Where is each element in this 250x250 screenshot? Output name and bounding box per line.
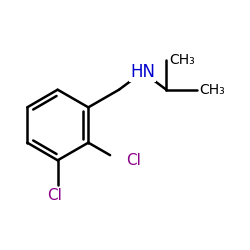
Text: CH₃: CH₃	[169, 53, 195, 67]
Text: Cl: Cl	[126, 153, 141, 168]
Text: Cl: Cl	[48, 188, 62, 203]
Text: CH₃: CH₃	[200, 83, 226, 97]
Text: HN: HN	[130, 63, 155, 81]
